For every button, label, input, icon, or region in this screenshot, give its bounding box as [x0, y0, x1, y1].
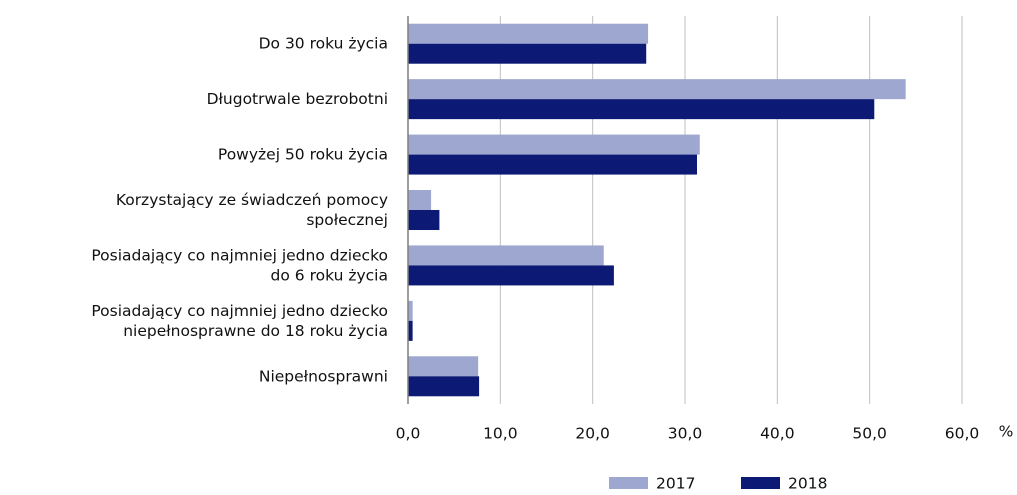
legend-swatch — [741, 477, 780, 489]
x-tick-label: 30,0 — [668, 425, 703, 443]
bar — [408, 79, 906, 100]
x-unit: % — [999, 423, 1014, 441]
bar — [408, 190, 432, 210]
x-tick-label: 60,0 — [945, 425, 980, 443]
bar — [408, 245, 604, 266]
category-label: Niepełnosprawni — [259, 367, 388, 385]
x-tick-label: 10,0 — [483, 425, 518, 443]
bar — [408, 265, 614, 286]
bar — [408, 356, 479, 377]
x-tick-label: 20,0 — [575, 425, 610, 443]
category-label-line: Korzystający ze świadczeń pomocy — [116, 191, 388, 209]
legend-swatch — [609, 477, 648, 489]
bar — [408, 320, 413, 341]
category-label: Korzystający ze świadczeń pomocy społeczn… — [116, 191, 388, 229]
x-tick-label: 0,0 — [396, 425, 421, 443]
bar — [408, 23, 649, 44]
bar — [408, 154, 698, 175]
category-label: Powyżej 50 roku życia — [218, 145, 388, 163]
bar — [408, 43, 647, 64]
x-tick-label: 50,0 — [852, 425, 887, 443]
bar — [408, 300, 413, 321]
category-label: Do 30 roku życia — [259, 34, 388, 52]
category-label-line: do 6 roku życia — [271, 266, 388, 284]
category-label-line: Posiadający co najmniej jedno dziecko — [91, 301, 388, 319]
x-tick-label: 40,0 — [760, 425, 795, 443]
bar — [408, 99, 875, 120]
category-label: Długotrwale bezrobotni — [207, 90, 388, 108]
category-label-line: niepełnosprawne do 18 roku życia — [123, 321, 388, 339]
category-label-line: Posiadający co najmniej jedno dziecko — [91, 246, 388, 264]
category-label: Posiadający co najmniej jedno dziecko do … — [91, 246, 388, 284]
bar — [408, 376, 480, 397]
category-label-line: Niepełnosprawni — [259, 367, 388, 385]
bar — [408, 134, 700, 155]
category-label-line: Długotrwale bezrobotni — [207, 90, 388, 108]
category-label: Posiadający co najmniej jedno dziecko nie… — [91, 301, 388, 339]
legend-label: 2017 — [656, 475, 695, 493]
category-label-line: Powyżej 50 roku życia — [218, 145, 388, 163]
category-label-line: Do 30 roku życia — [259, 34, 388, 52]
category-label-line: społecznej — [306, 211, 388, 229]
bar — [408, 210, 440, 230]
legend-label: 2018 — [788, 475, 827, 493]
